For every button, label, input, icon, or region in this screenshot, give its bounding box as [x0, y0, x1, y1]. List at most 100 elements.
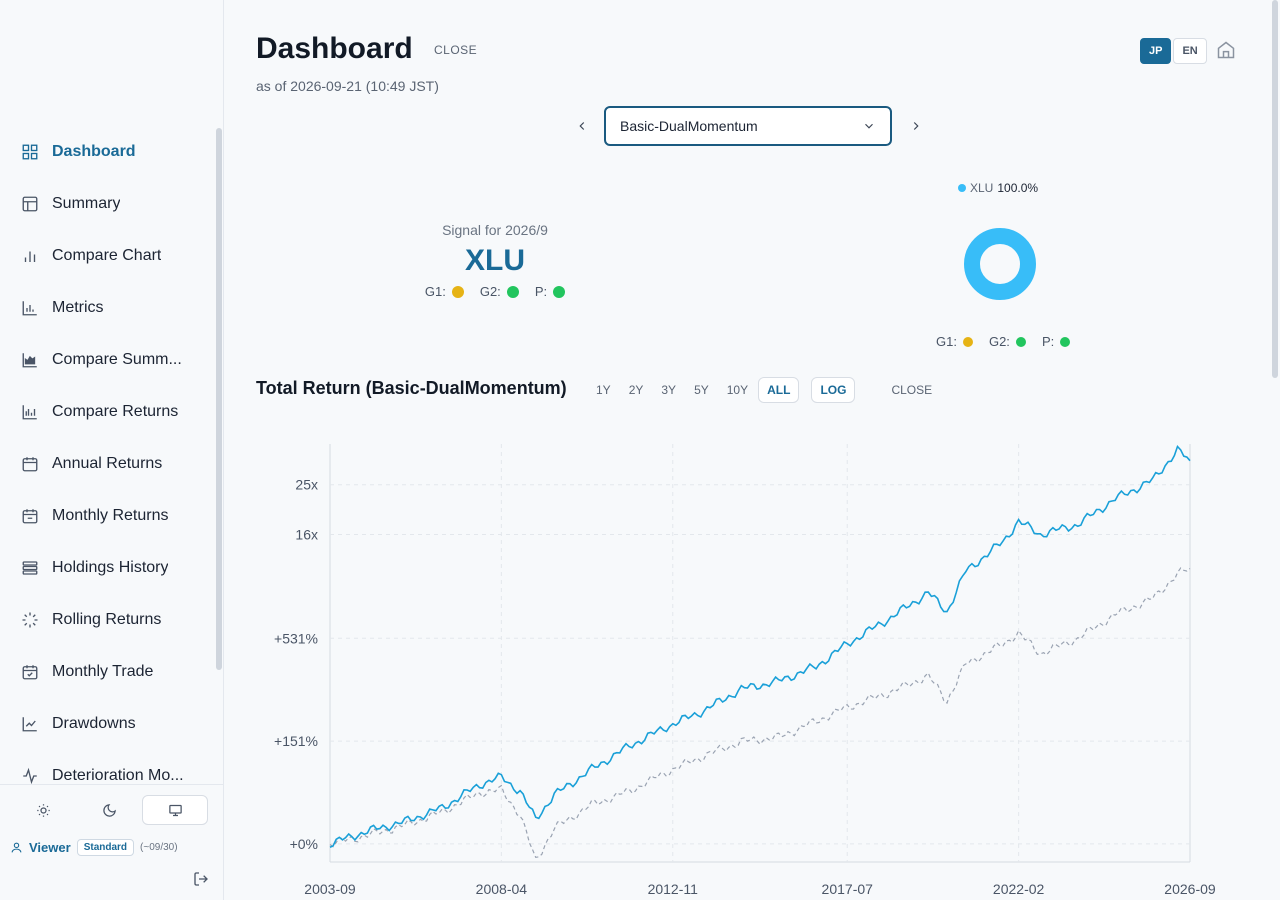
bar-chart-icon	[20, 246, 40, 266]
light-theme-button[interactable]	[10, 795, 76, 825]
dark-theme-button[interactable]	[76, 795, 142, 825]
sidebar-item-label: Rolling Returns	[52, 611, 162, 628]
sidebar-item-summary[interactable]: Summary	[0, 178, 214, 230]
g1-status-dot	[962, 336, 973, 347]
moon-icon	[102, 803, 116, 817]
system-theme-button[interactable]	[142, 795, 208, 825]
prev-strategy-button[interactable]	[570, 114, 594, 138]
allocation-ticker: XLU	[970, 181, 994, 195]
sidebar-item-dashboard[interactable]: Dashboard	[0, 126, 214, 178]
strategy-select[interactable]: Basic-DualMomentum	[604, 106, 892, 146]
rows-icon	[20, 558, 40, 578]
y-tick-label: +151%	[274, 733, 318, 749]
y-tick-label: +0%	[290, 836, 318, 852]
sidebar-item-metrics[interactable]: Metrics	[0, 282, 214, 334]
range-selector: 1Y 2Y 3Y 5Y 10Y ALL LOG CLOSE	[588, 377, 942, 403]
p-label: P:	[534, 284, 548, 299]
home-button[interactable]	[1216, 40, 1236, 65]
sidebar-item-holdings-history[interactable]: Holdings History	[0, 542, 214, 594]
signal-ticker: XLU	[465, 244, 525, 277]
loader-icon	[20, 610, 40, 630]
main-content: Dashboard CLOSE as of 2026-09-21 (10:49 …	[224, 0, 1280, 900]
benchmark-return-line	[329, 567, 1191, 858]
y-tick-label: 16x	[295, 526, 318, 542]
as-of-timestamp: as of 2026-09-21 (10:49 JST)	[256, 78, 439, 94]
sidebar-item-label: Metrics	[52, 299, 104, 316]
bar-chart-axis-icon	[20, 298, 40, 318]
range-5y-button[interactable]: 5Y	[694, 383, 709, 397]
sidebar-scrollbar[interactable]	[216, 128, 222, 670]
range-10y-button[interactable]: 10Y	[726, 383, 749, 397]
x-tick-label: 2017-07	[822, 881, 874, 897]
calendar-minus-icon	[20, 506, 40, 526]
logout-button[interactable]	[193, 871, 209, 892]
calendar-check-icon	[20, 662, 40, 682]
page-title: Dashboard	[256, 32, 413, 65]
y-tick-label: +531%	[274, 630, 318, 646]
x-tick-label: 2026-09	[1164, 881, 1216, 897]
y-tick-label: 25x	[295, 477, 318, 493]
sidebar-item-label: Monthly Trade	[52, 663, 154, 680]
g2-label: G2:	[988, 334, 1010, 349]
chevron-right-icon	[913, 122, 919, 130]
total-return-chart: +0% +151% +531% 16x 25x 2003-09 2008-04 2012-11…	[274, 444, 1216, 897]
range-2y-button[interactable]: 2Y	[628, 383, 644, 397]
layout-icon	[20, 194, 40, 214]
page-scrollbar[interactable]	[1272, 0, 1278, 378]
x-tick-label: 2012-11	[648, 881, 699, 897]
log-scale-toggle[interactable]: LOG	[811, 377, 856, 403]
sidebar-item-label: Drawdowns	[52, 715, 136, 732]
sidebar-item-deterioration-mo[interactable]: Deterioration Mo...	[0, 750, 214, 802]
user-name[interactable]: Viewer	[29, 840, 71, 855]
allocation-status-row: G1: G2: P:	[936, 334, 1071, 349]
p-status-dot	[553, 285, 566, 298]
allocation-pct: 100.0%	[997, 181, 1039, 195]
sidebar-item-monthly-returns[interactable]: Monthly Returns	[0, 490, 214, 542]
sidebar-item-compare-chart[interactable]: Compare Chart	[0, 230, 214, 282]
sidebar-item-label: Holdings History	[52, 559, 169, 576]
chart-close-button[interactable]: CLOSE	[891, 383, 933, 397]
language-switcher: JP EN	[1140, 38, 1207, 64]
sidebar-item-label: Compare Returns	[52, 403, 179, 420]
x-tick-label: 2008-04	[476, 881, 528, 897]
p-label: P:	[1041, 334, 1055, 349]
total-return-title: Total Return (Basic-DualMomentum)	[256, 378, 567, 398]
allocation-donut-slice[interactable]	[964, 228, 1036, 300]
allocation-legend: XLU 100.0%	[958, 181, 1038, 195]
line-chart-icon	[20, 714, 40, 734]
sidebar-item-label: Dashboard	[52, 143, 136, 160]
lang-en-button[interactable]: EN	[1173, 38, 1207, 64]
sidebar-nav: Dashboard Summary Compare Chart Metrics Comp…	[0, 126, 214, 802]
lang-jp-button[interactable]: JP	[1140, 38, 1172, 64]
theme-switcher	[0, 785, 223, 825]
sidebar-item-rolling-returns[interactable]: Rolling Returns	[0, 594, 214, 646]
header-close-button[interactable]: CLOSE	[434, 43, 478, 57]
signal-title: Signal for 2026/9	[442, 222, 548, 238]
plan-badge: Standard	[76, 839, 135, 856]
chevron-down-icon	[865, 123, 873, 129]
monitor-icon	[168, 804, 182, 816]
activity-icon	[20, 766, 40, 786]
allocation-donut	[964, 228, 1036, 300]
strategy-select-value: Basic-DualMomentum	[620, 118, 758, 134]
sidebar-item-annual-returns[interactable]: Annual Returns	[0, 438, 214, 490]
user-icon	[11, 842, 22, 853]
sidebar-item-compare-summ[interactable]: Compare Summ...	[0, 334, 214, 386]
x-tick-label: 2003-09	[304, 881, 356, 897]
next-strategy-button[interactable]	[904, 114, 928, 138]
sidebar-item-drawdowns[interactable]: Drawdowns	[0, 698, 214, 750]
sidebar-item-monthly-trade[interactable]: Monthly Trade	[0, 646, 214, 698]
range-1y-button[interactable]: 1Y	[596, 383, 611, 397]
user-info: Viewer Standard (~09/30)	[10, 839, 178, 856]
g2-status-dot	[1015, 336, 1026, 347]
range-all-button[interactable]: ALL	[758, 377, 800, 403]
home-icon	[1217, 41, 1235, 59]
sidebar-item-label: Annual Returns	[52, 455, 163, 472]
sidebar-item-compare-returns[interactable]: Compare Returns	[0, 386, 214, 438]
grid-icon	[20, 142, 40, 162]
range-3y-button[interactable]: 3Y	[661, 383, 677, 397]
calendar-icon	[20, 454, 40, 474]
sidebar-item-label: Compare Summ...	[52, 351, 182, 368]
g2-label: G2:	[479, 284, 501, 299]
x-tick-label: 2022-02	[993, 881, 1045, 897]
